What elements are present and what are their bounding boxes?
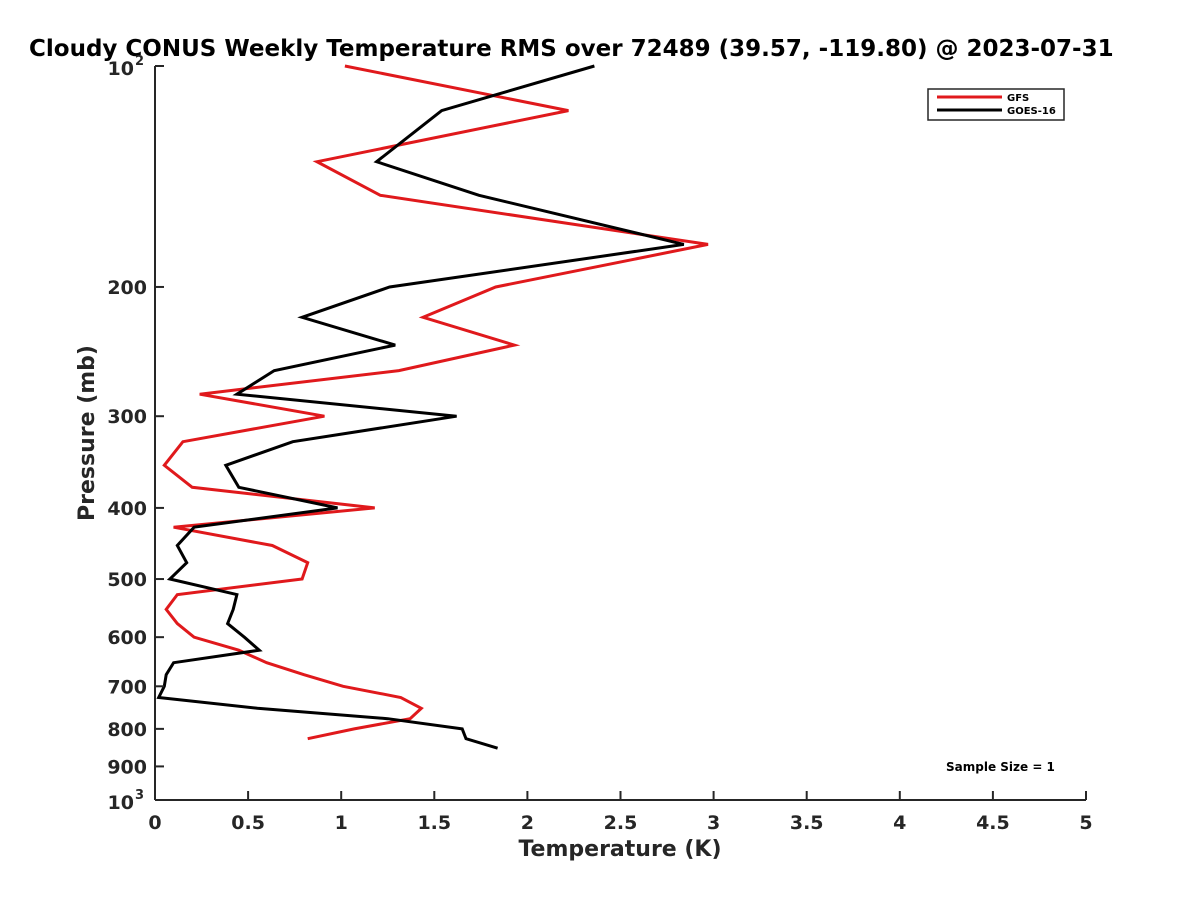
x-tick-label: 5	[1079, 812, 1092, 834]
y-tick-label: 900	[107, 756, 147, 778]
y-tick-exponent: 2	[135, 54, 144, 69]
series-line-goes-16	[156, 64, 685, 750]
y-tick-label: 200	[107, 277, 147, 299]
legend-label: GFS	[1007, 93, 1029, 104]
legend: GFS GOES-16	[927, 88, 1065, 121]
series-layer	[156, 64, 709, 750]
x-tick-label: 1.5	[417, 812, 451, 834]
y-axis-label: Pressure (mb)	[75, 345, 100, 521]
y-tick-label: 300	[107, 406, 147, 428]
y-tick-label: 800	[107, 719, 147, 741]
x-axis-label: Temperature (K)	[518, 837, 721, 862]
y-tick-label: 500	[107, 569, 147, 591]
x-ticks: 0 0.5 1 1.5 2 2.5 3 3.5 4 4.5 5	[148, 791, 1093, 834]
series-line-gfs	[162, 64, 709, 741]
x-tick-label: 2.5	[604, 812, 638, 834]
x-tick-label: 3	[707, 812, 720, 834]
y-tick-exponent: 3	[135, 788, 144, 803]
legend-items: GFS GOES-16	[937, 93, 1056, 117]
legend-label: GOES-16	[1007, 106, 1056, 117]
y-tick-label: 600	[107, 627, 147, 649]
y-tick-label: 10	[108, 792, 134, 814]
plot-area: 0 0.5 1 1.5 2 2.5 3 3.5 4 4.5 5 10 2200300400500600…	[107, 54, 1092, 834]
legend-box	[927, 88, 1065, 121]
sample-size-annotation: Sample Size = 1	[946, 760, 1055, 774]
y-tick-label: 400	[107, 498, 147, 520]
x-tick-label: 0.5	[231, 812, 265, 834]
x-tick-label: 3.5	[790, 812, 824, 834]
y-tick-label: 10	[108, 58, 134, 80]
x-tick-label: 4.5	[976, 812, 1010, 834]
x-tick-label: 4	[893, 812, 906, 834]
x-tick-label: 0	[148, 812, 161, 834]
x-tick-label: 1	[335, 812, 348, 834]
y-tick-label: 700	[107, 676, 147, 698]
chart-title: Cloudy CONUS Weekly Temperature RMS over…	[29, 36, 1114, 62]
x-tick-label: 2	[521, 812, 534, 834]
